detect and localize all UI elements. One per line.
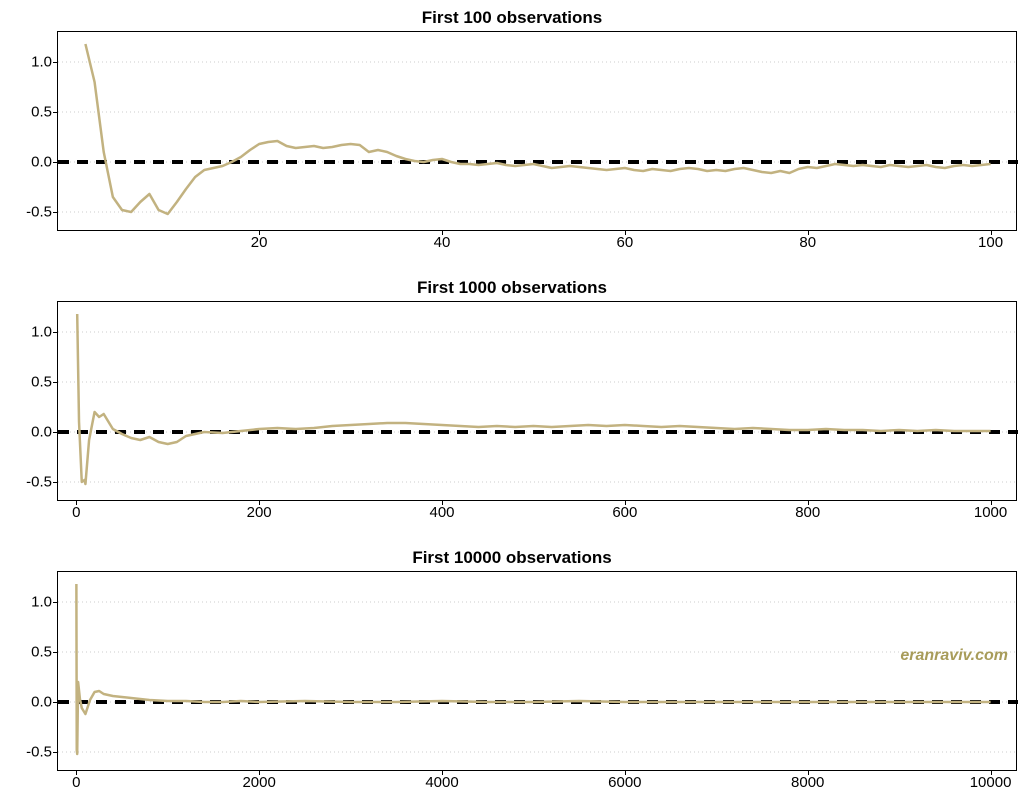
y-tick-mark	[53, 432, 58, 433]
y-tick-mark	[53, 602, 58, 603]
chart-panel: First 100 observations-0.50.00.51.020406…	[0, 5, 1024, 261]
plot-area: -0.50.00.51.002004006008001000	[57, 301, 1017, 501]
y-tick-mark	[53, 702, 58, 703]
x-tick-mark	[259, 500, 260, 505]
y-tick-mark	[53, 112, 58, 113]
x-tick-mark	[76, 500, 77, 505]
x-tick-mark	[625, 770, 626, 775]
panel-title: First 10000 observations	[0, 545, 1024, 571]
x-tick-mark	[808, 500, 809, 505]
plot-svg	[58, 32, 1016, 230]
panel-title: First 1000 observations	[0, 275, 1024, 301]
x-tick-mark	[259, 770, 260, 775]
x-tick-mark	[808, 230, 809, 235]
y-tick-mark	[53, 482, 58, 483]
watermark-text: eranraviv.com	[900, 647, 1008, 665]
plot-area: -0.50.00.51.020406080100	[57, 31, 1017, 231]
plot-svg	[58, 572, 1016, 770]
y-tick-mark	[53, 162, 58, 163]
data-series-line	[85, 44, 990, 214]
x-tick-mark	[991, 230, 992, 235]
figure: First 100 observations-0.50.00.51.020406…	[0, 0, 1024, 805]
x-tick-mark	[991, 500, 992, 505]
y-tick-mark	[53, 332, 58, 333]
data-series-line	[76, 584, 990, 754]
y-tick-mark	[53, 652, 58, 653]
y-tick-mark	[53, 212, 58, 213]
plot-area: -0.50.00.51.00200040006000800010000eranr…	[57, 571, 1017, 771]
x-tick-mark	[625, 230, 626, 235]
chart-panel: First 1000 observations-0.50.00.51.00200…	[0, 275, 1024, 531]
x-tick-mark	[625, 500, 626, 505]
y-tick-mark	[53, 382, 58, 383]
data-series-line	[77, 314, 990, 484]
panel-title: First 100 observations	[0, 5, 1024, 31]
y-tick-mark	[53, 752, 58, 753]
x-tick-mark	[259, 230, 260, 235]
x-tick-mark	[991, 770, 992, 775]
plot-svg	[58, 302, 1016, 500]
x-tick-mark	[442, 230, 443, 235]
chart-panel: First 10000 observations-0.50.00.51.0020…	[0, 545, 1024, 801]
x-tick-mark	[76, 770, 77, 775]
x-tick-mark	[442, 770, 443, 775]
x-tick-mark	[442, 500, 443, 505]
x-tick-mark	[808, 770, 809, 775]
y-tick-mark	[53, 62, 58, 63]
